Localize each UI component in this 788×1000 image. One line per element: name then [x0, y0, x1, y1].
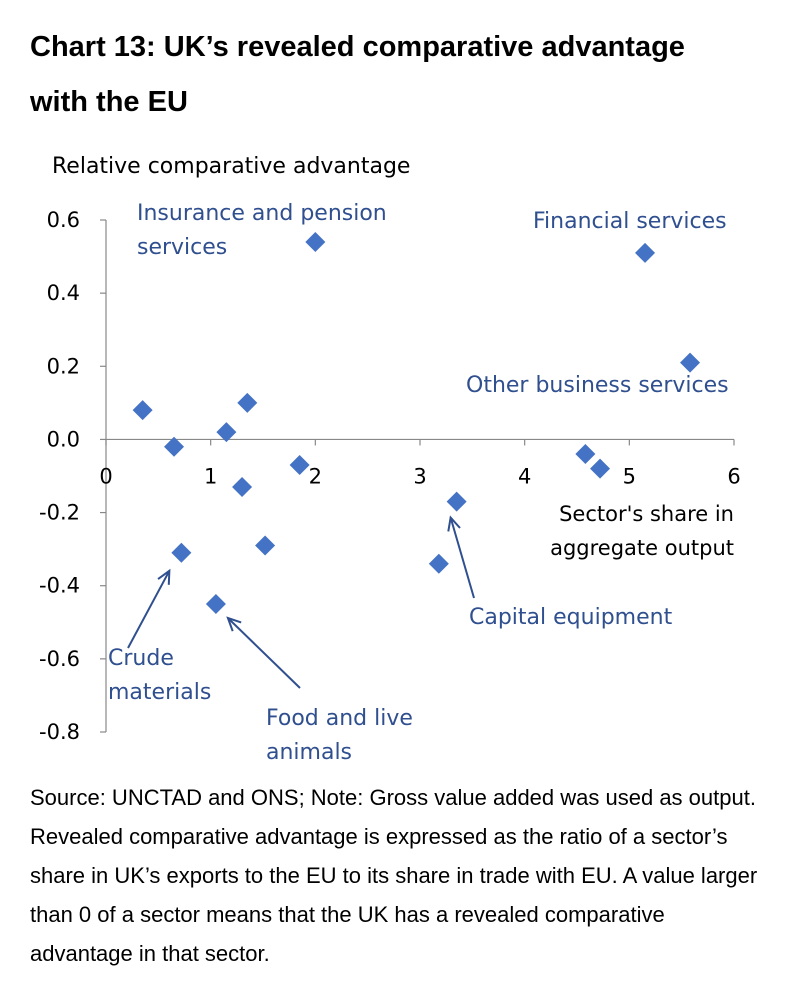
- data-point-13: [575, 444, 596, 465]
- data-point-7: [237, 392, 258, 413]
- x-tick-label: 4: [518, 464, 531, 488]
- annotation-insurance-line-2: services: [137, 235, 227, 260]
- x-tick-label: 0: [99, 464, 112, 488]
- arrow-food-live-animals-head: [226, 616, 242, 632]
- annotation-arrows: [127, 515, 475, 689]
- y-tick-label: 0.0: [47, 427, 80, 451]
- source-note: Source: UNCTAD and ONS; Note: Gross valu…: [30, 785, 758, 966]
- scatter-chart: Relative comparative advantage 0.6 0.4 0.2…: [39, 154, 741, 765]
- x-tick-label: 5: [623, 464, 636, 488]
- y-tick-label: 0.4: [47, 281, 80, 305]
- arrow-food-live-animals: [226, 616, 301, 689]
- x-tick-label: 6: [727, 464, 740, 488]
- arrow-capital-equipment-head: [447, 515, 461, 532]
- data-points: [132, 231, 701, 614]
- annotation-other-business-services: Other business services: [466, 373, 729, 398]
- arrow-capital-equipment-shaft: [449, 517, 475, 599]
- arrow-crude-materials-head: [157, 568, 171, 585]
- data-point-10: [305, 231, 326, 252]
- x-axis-label-line-1: Sector's share in: [559, 502, 734, 526]
- annotation-food-line-2: animals: [266, 740, 352, 765]
- annotation-food-line-1: Food and live: [266, 706, 413, 731]
- data-point-8: [255, 535, 276, 556]
- axes: [100, 219, 735, 733]
- annotation-crude-line-1: Crude: [108, 646, 174, 671]
- y-tick-label: -0.2: [39, 501, 80, 525]
- y-tick-label: 0.2: [47, 354, 80, 378]
- x-tick-labels: 0 1 2 3 4 5 6: [99, 464, 740, 488]
- y-tick-label: -0.8: [39, 720, 80, 744]
- annotation-insurance-line-1: Insurance and pension: [137, 201, 387, 226]
- data-point-12: [446, 491, 467, 512]
- annotation-capital-equipment: Capital equipment: [469, 605, 673, 630]
- data-point-1: [132, 400, 153, 421]
- y-tick-label: 0.6: [47, 208, 80, 232]
- data-point-11: [428, 553, 449, 574]
- data-point-6: [232, 476, 253, 497]
- y-tick-label: -0.4: [39, 574, 80, 598]
- data-point-15: [635, 242, 656, 263]
- data-point-5: [216, 422, 237, 443]
- arrow-crude-materials-shaft: [127, 570, 171, 649]
- chart-title-line-2: with the EU: [30, 86, 188, 118]
- x-tick-label: 3: [413, 464, 426, 488]
- x-tick-label: 2: [309, 464, 322, 488]
- annotation-financial-services: Financial services: [533, 209, 727, 234]
- data-point-4: [205, 594, 226, 614]
- y-tick-label: -0.6: [39, 647, 80, 671]
- arrow-food-live-animals-shaft: [227, 617, 301, 689]
- y-axis-label: Relative comparative advantage: [52, 154, 410, 179]
- chart-title-line-1: Chart 13: UK’s revealed comparative adva…: [30, 31, 685, 63]
- y-tick-labels: 0.6 0.4 0.2 0.0 -0.2 -0.4 -0.6 -0.8: [39, 208, 80, 744]
- x-axis-label-line-2: aggregate output: [550, 536, 734, 560]
- arrow-crude-materials: [127, 568, 171, 649]
- data-point-14: [590, 458, 611, 479]
- data-point-16: [680, 352, 701, 373]
- chart-title: Chart 13: UK’s revealed comparative adva…: [30, 20, 770, 130]
- x-tick-label: 1: [204, 464, 217, 488]
- arrow-capital-equipment: [447, 515, 475, 599]
- data-point-3: [171, 542, 192, 563]
- annotation-crude-line-2: materials: [108, 680, 211, 705]
- data-point-2: [164, 436, 185, 457]
- data-point-9: [289, 455, 310, 476]
